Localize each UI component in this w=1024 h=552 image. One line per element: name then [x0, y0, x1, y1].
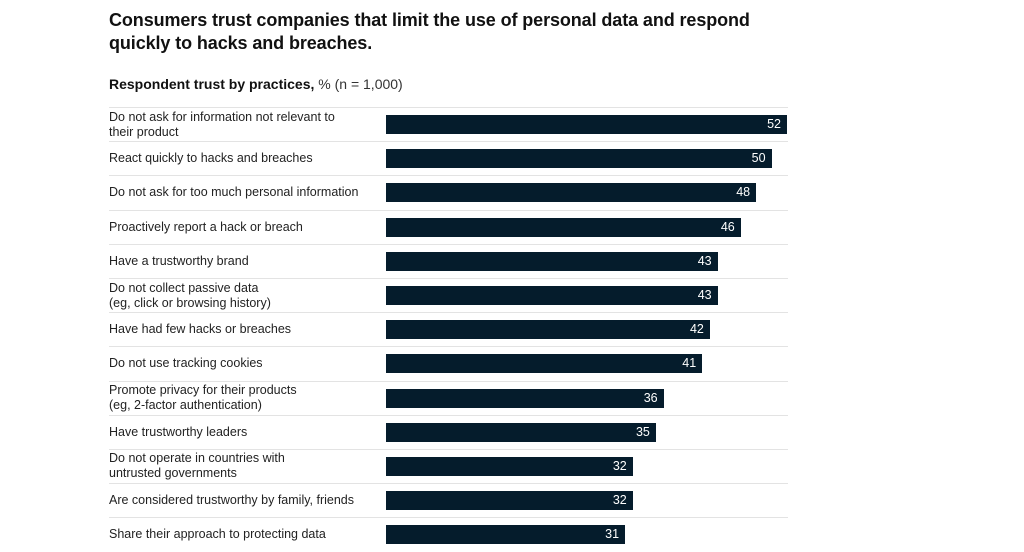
- bar: 42: [386, 320, 710, 340]
- category-label: Do not ask for information not relevant …: [109, 109, 335, 139]
- data-label: 41: [682, 356, 697, 371]
- bar-row: Are considered trustworthy by family, fr…: [109, 483, 788, 517]
- data-label: 50: [751, 151, 766, 166]
- subtitle-unit: % (n = 1,000): [318, 76, 403, 92]
- category-label: Promote privacy for their products (eg, …: [109, 383, 297, 413]
- category-label: React quickly to hacks and breaches: [109, 151, 313, 166]
- data-label: 42: [689, 322, 704, 337]
- bar-row: React quickly to hacks and breaches 50: [109, 141, 788, 175]
- category-label: Proactively report a hack or breach: [109, 219, 303, 234]
- bar: 41: [386, 354, 703, 374]
- bar-row: Do not operate in countries with untrust…: [109, 448, 788, 483]
- category-label: Have a trustworthy brand: [109, 253, 249, 268]
- data-label: 36: [643, 390, 658, 405]
- bar: 43: [386, 251, 718, 271]
- chart-title: Consumers trust companies that limit the…: [109, 10, 750, 53]
- bar: 43: [386, 285, 718, 305]
- data-label: 43: [697, 253, 712, 268]
- bar-row: Share their approach to protecting data 3…: [109, 517, 788, 551]
- bar-row: Do not collect passive data (eg, click o…: [109, 277, 788, 312]
- bar-row: Do not ask for too much personal informa…: [109, 175, 788, 209]
- category-label: Are considered trustworthy by family, fr…: [109, 493, 355, 508]
- category-label: Do not operate in countries with untrust…: [109, 451, 285, 481]
- bar: 50: [386, 149, 772, 169]
- bar: 46: [386, 217, 741, 237]
- data-label: 32: [612, 458, 627, 473]
- bar-row: Proactively report a hack or breach 46: [109, 209, 788, 244]
- bar: 36: [386, 388, 664, 408]
- category-label: Share their approach to protecting data: [109, 527, 326, 542]
- bar: 32: [386, 491, 633, 511]
- bar-row: Promote privacy for their products (eg, …: [109, 380, 788, 415]
- data-label: 32: [612, 493, 627, 508]
- data-label: 43: [697, 287, 712, 302]
- bar: 35: [386, 422, 656, 442]
- bar: 48: [386, 183, 757, 203]
- data-label: 48: [736, 185, 751, 200]
- data-label: 35: [635, 424, 650, 439]
- data-label: 31: [605, 527, 620, 542]
- bar-row: Have had few hacks or breaches 42: [109, 312, 788, 346]
- category-label: Have had few hacks or breaches: [109, 322, 292, 337]
- data-label: 52: [767, 117, 781, 131]
- bar-row: Have trustworthy leaders 35: [109, 414, 788, 449]
- category-label: Do not use tracking cookies: [109, 356, 263, 371]
- category-label: Have trustworthy leaders: [109, 424, 248, 439]
- bar: 31: [386, 525, 626, 545]
- data-label: 46: [720, 219, 735, 234]
- bar: 52: [386, 115, 787, 134]
- bar-row: Have a trustworthy brand 43: [109, 243, 788, 278]
- category-label: Do not ask for too much personal informa…: [109, 185, 359, 200]
- bar-row: Do not use tracking cookies 41: [109, 346, 788, 380]
- subtitle-measure: Respondent trust by practices,: [109, 76, 315, 92]
- bar: 32: [386, 456, 633, 476]
- bar-chart: Do not ask for information not relevant …: [109, 107, 788, 551]
- category-label: Do not collect passive data (eg, click o…: [109, 280, 271, 310]
- bar-row: Do not ask for information not relevant …: [109, 107, 788, 141]
- chart-subtitle: Respondent trust by practices, % (n = 1,…: [109, 75, 403, 93]
